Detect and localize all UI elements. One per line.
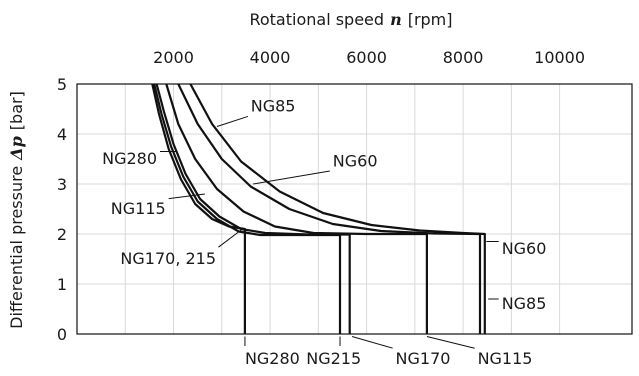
annotation-label: NG280 [102,149,157,168]
x-tick-label: 4000 [250,48,291,67]
x-axis-unit: [rpm] [408,10,453,29]
x-tick-label: 8000 [443,48,484,67]
x-axis-title-text: Rotational speed [249,10,384,29]
x-tick-label: 6000 [346,48,387,67]
y-axis-title: Differential pressure Δp [bar] [7,91,26,329]
annotation-label: NG115 [478,349,533,368]
annotation-label: NG115 [111,199,166,218]
annotation-label: NG280 [245,349,300,368]
series-line-ng170 [155,83,351,334]
y-tick-label: 5 [57,75,67,94]
y-axis-unit: [bar] [7,91,26,130]
x-axis-title: Rotational speed n [rpm] [249,10,452,29]
y-tick-label: 2 [57,225,67,244]
annotation-label: NG60 [333,152,378,171]
annotation-label: NG170 [396,349,451,368]
y-tick-label: 1 [57,275,67,294]
y-tick-label: 3 [57,175,67,194]
annotation-label: NG85 [251,97,296,116]
series-line-ng215 [153,83,342,334]
y-tick-label: 4 [57,125,67,144]
annotation-label: NG215 [306,349,361,368]
annotation-leader [351,336,393,349]
annotation-label: NG60 [502,239,547,258]
annotation-label: NG85 [502,294,547,313]
annotation-leader [426,336,475,349]
x-tick-label: 10000 [534,48,585,67]
annotation-leader [218,229,242,248]
series-line-ng60 [177,83,482,334]
y-tick-label: 0 [57,325,67,344]
x-axis-symbol: n [390,10,402,29]
annotations: NG85 NG280 NG60 NG115 NG170, 215 NG60 NG85 NG28… [102,97,546,369]
y-axis-title-text: Differential pressure [7,166,26,329]
annotation-leader [168,193,205,200]
x-tick-label: 2000 [153,48,194,67]
series-line-ng115 [165,83,428,334]
y-tick-labels: 0 1 2 3 4 5 [57,75,67,344]
x-tick-labels: 2000 4000 6000 8000 10000 [153,48,585,67]
y-axis-symbol: Δp [7,136,26,161]
series-line-ng85 [189,83,486,334]
series-lines [151,83,486,334]
annotation-leader [216,115,249,127]
plot-frame [76,83,633,335]
annotation-label: NG170, 215 [120,249,216,268]
annotation-leader [253,170,330,185]
